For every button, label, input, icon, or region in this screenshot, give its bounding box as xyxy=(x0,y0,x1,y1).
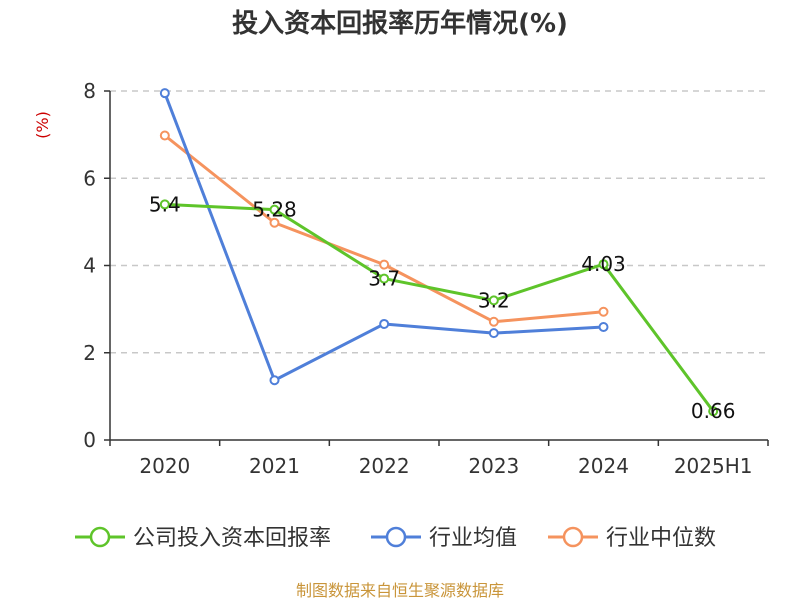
legend-item: 公司投入资本回报率 xyxy=(75,526,331,551)
data-point xyxy=(269,375,280,386)
series-0 xyxy=(159,199,719,417)
y-axis-label: (%) xyxy=(33,111,52,139)
x-tick-label: 2023 xyxy=(468,454,519,478)
data-label: 5.28 xyxy=(252,198,297,222)
grid xyxy=(110,90,768,354)
x-tick-label: 2021 xyxy=(249,454,300,478)
legend-item: 行业均值 xyxy=(371,526,517,551)
series-layer xyxy=(159,88,719,417)
legend-label: 行业中位数 xyxy=(606,526,716,551)
legend-item: 行业中位数 xyxy=(548,526,716,551)
series-line xyxy=(164,202,715,413)
series-1 xyxy=(159,88,609,386)
data-point xyxy=(488,295,499,306)
series-line xyxy=(163,92,604,382)
data-label: 5.4 xyxy=(149,192,181,216)
data-point xyxy=(379,259,390,270)
x-tick-label: 2020 xyxy=(139,454,190,478)
data-point xyxy=(488,316,499,327)
data-label: 4.03 xyxy=(581,252,626,276)
data-point xyxy=(379,318,390,329)
legend-swatch-marker xyxy=(385,526,407,548)
data-point xyxy=(159,199,170,210)
source-note: 制图数据来自恒生聚源数据库 xyxy=(296,581,504,600)
data-point xyxy=(598,322,609,333)
data-point xyxy=(598,306,609,317)
y-tick-label: 4 xyxy=(83,254,96,278)
legend-swatch-marker xyxy=(562,526,584,548)
data-labels: 5.4 5.28 3.7 3.2 4.03 0.66 xyxy=(149,192,736,423)
data-label: 0.66 xyxy=(691,399,736,423)
x-tick-label: 2024 xyxy=(578,454,629,478)
data-point xyxy=(159,130,170,141)
data-point xyxy=(159,88,170,99)
data-point xyxy=(269,204,280,215)
data-point xyxy=(708,406,719,417)
data-point xyxy=(379,273,390,284)
legend: 公司投入资本回报率 行业均值 行业中位数 xyxy=(75,526,716,551)
data-point xyxy=(488,328,499,339)
data-point xyxy=(598,259,609,270)
x-tick-label: 2025H1 xyxy=(674,454,753,478)
x-tick-label: 2022 xyxy=(359,454,410,478)
legend-label: 公司投入资本回报率 xyxy=(133,526,331,551)
y-tick-label: 0 xyxy=(83,428,96,452)
axes: 0 2 4 6 8 2020 2021 2022 2023 2024 2025H1 xyxy=(83,79,769,478)
data-label: 3.7 xyxy=(368,267,400,291)
series-2 xyxy=(159,130,609,327)
y-tick-label: 8 xyxy=(83,79,96,103)
chart-title: 投入资本回报率历年情况(%) xyxy=(232,8,568,39)
y-tick-label: 6 xyxy=(83,166,96,190)
series-line xyxy=(163,134,604,324)
data-label: 3.2 xyxy=(478,288,510,312)
legend-swatch-marker xyxy=(89,526,111,548)
data-point xyxy=(269,217,280,228)
legend-label: 行业均值 xyxy=(429,526,517,551)
y-tick-label: 2 xyxy=(83,341,96,365)
